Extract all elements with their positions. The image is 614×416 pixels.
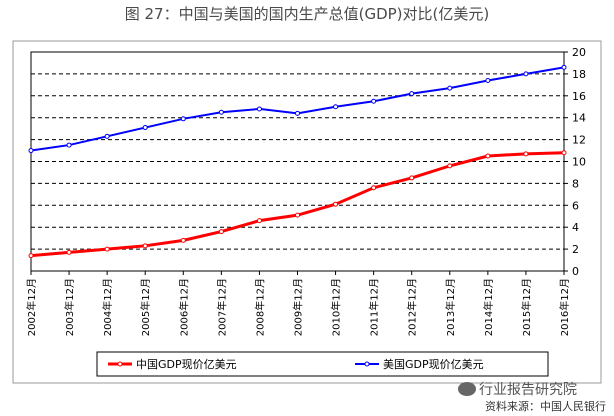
x-tick-label: 2010年12月 — [330, 278, 343, 336]
legend-label-1: 美国GDP现价亿美元 — [383, 358, 484, 371]
x-tick-label: 2009年12月 — [292, 278, 305, 336]
data-point — [485, 77, 491, 83]
data-point — [561, 64, 567, 70]
x-tick-label: 2013年12月 — [444, 278, 457, 336]
y-tick-label: 10 — [572, 156, 586, 169]
data-point — [371, 98, 377, 104]
data-point — [66, 142, 72, 148]
x-tick-label: 2002年12月 — [25, 278, 38, 336]
legend-marker-0 — [117, 361, 123, 367]
x-tick-label: 2014年12月 — [482, 278, 495, 336]
x-tick-label: 2007年12月 — [215, 278, 228, 336]
y-tick-label: 16 — [572, 90, 586, 103]
data-point — [523, 71, 529, 77]
data-point — [295, 212, 300, 218]
data-point — [447, 85, 453, 91]
data-point — [218, 109, 224, 115]
data-point — [28, 253, 34, 259]
data-point — [180, 237, 186, 243]
series-lines — [28, 64, 567, 259]
x-tick-label: 2012年12月 — [406, 278, 419, 336]
y-tick-label: 2 — [572, 243, 579, 256]
watermark: 行业报告研究院 — [458, 379, 577, 399]
y-tick-label: 12 — [572, 134, 586, 147]
y-tick-label: 18 — [572, 68, 586, 81]
legend-marker-1 — [364, 361, 370, 367]
data-point — [485, 153, 491, 159]
y-tick-label: 8 — [572, 177, 579, 190]
data-point — [256, 218, 262, 224]
legend-box — [96, 351, 549, 377]
x-tick-label: 2005年12月 — [139, 278, 152, 336]
y-tick-label: 14 — [572, 112, 586, 125]
data-point — [447, 163, 453, 169]
data-point — [409, 175, 415, 181]
data-point — [561, 150, 567, 156]
data-point — [28, 148, 34, 154]
data-point — [218, 229, 224, 235]
x-tick-label: 2016年12月 — [558, 278, 571, 336]
x-tick-label: 2008年12月 — [253, 278, 266, 336]
y-axis-ticks: 0 2 4 6 8 10 12 14 16 18 20 — [564, 46, 586, 278]
data-point — [333, 201, 339, 207]
y-tick-label: 6 — [572, 199, 579, 212]
data-point — [295, 110, 300, 116]
data-point — [409, 91, 415, 97]
legend-label-0: 中国GDP现价亿美元 — [136, 358, 237, 371]
data-point — [104, 133, 110, 139]
x-tick-label: 2011年12月 — [368, 278, 381, 336]
x-tick-label: 2004年12月 — [101, 278, 114, 336]
x-tick-label: 2015年12月 — [520, 278, 533, 336]
grid-lines — [31, 73, 564, 250]
legend: 中国GDP现价亿美元 美国GDP现价亿美元 — [108, 358, 484, 371]
data-point — [333, 104, 339, 110]
data-point — [523, 151, 529, 157]
data-point — [104, 246, 110, 252]
data-point — [142, 125, 148, 131]
data-point — [180, 116, 186, 122]
data-point — [371, 185, 377, 191]
y-tick-label: 4 — [572, 221, 579, 234]
data-point — [66, 249, 72, 255]
watermark-text: 行业报告研究院 — [479, 382, 577, 398]
wechat-icon — [458, 382, 476, 396]
x-tick-label: 2003年12月 — [63, 278, 76, 336]
data-point — [256, 106, 262, 112]
source-note: 资料来源：中国人民银行 — [485, 400, 606, 413]
x-tick-label: 2006年12月 — [177, 278, 190, 336]
x-axis-ticks: 2002年12月 2003年12月 2004年12月 2005年12月 2006年12月… — [25, 271, 571, 336]
figure-title: 图 27：中国与美国的国内生产总值(GDP)对比(亿美元) — [124, 5, 490, 23]
y-tick-label: 0 — [572, 265, 579, 278]
y-tick-label: 20 — [572, 46, 586, 59]
data-point — [142, 243, 148, 249]
